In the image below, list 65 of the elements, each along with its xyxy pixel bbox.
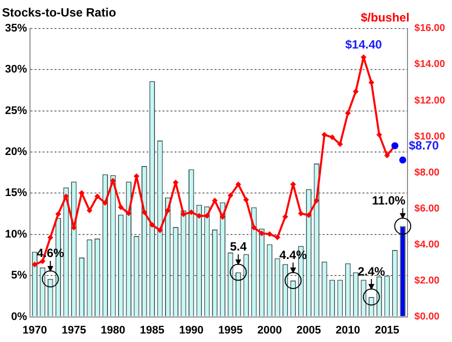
data-label: $14.40 [345,38,382,52]
point [180,211,186,218]
point [329,134,336,140]
point [345,110,351,116]
y-tick-label: 0% [11,310,28,323]
point [282,214,288,220]
y2-tick-label: $2.00 [414,276,440,286]
point [149,222,156,228]
x-tick-label: 2015 [374,324,400,336]
y2-tick-label: $14.00 [414,59,446,70]
point [235,181,242,188]
point [228,192,234,198]
y-tick-label: 5% [11,270,28,282]
point [126,210,132,216]
y2-tick-label: $4.00 [414,239,440,250]
x-tick-label: 1995 [218,324,243,336]
y-tick-label: 30% [4,64,28,76]
x-tick-label: 2000 [257,324,282,336]
point [55,211,62,217]
point [399,156,406,164]
point [251,224,257,230]
y2-tick-label: $8.00 [414,167,440,178]
point [48,234,54,240]
point [118,204,124,210]
point [384,152,390,158]
y-tick-label: 10% [4,228,28,240]
data-label: 11.0% [372,193,406,208]
y2-tick-label: $16.00 [414,23,446,34]
y2-tick-label: $10.00 [414,131,446,142]
chart-title: Stocks-to-Use Ratio [2,6,116,20]
x-tick-label: 1970 [22,324,47,336]
point [141,209,148,216]
point [196,213,202,219]
x-tick-label: 2010 [336,324,360,336]
x-tick-label: 1980 [100,324,126,336]
y-tick-label: 20% [4,146,28,158]
point [102,200,108,206]
point [157,227,163,234]
point [376,132,382,138]
point [32,262,38,268]
y-tick-label: 35% [4,22,28,34]
point [94,194,100,200]
x-tick-label: 1975 [62,324,86,336]
point [352,88,359,94]
point [86,208,92,214]
point [243,196,249,203]
point [164,208,171,214]
point [188,209,194,216]
point [337,141,343,147]
data-label: 5.4 [230,240,247,254]
y2-tick-label: $0.00 [414,312,440,323]
y2-tick-label: $12.00 [414,95,446,106]
x-tick-label: 1990 [179,324,204,336]
data-label: 2.4% [358,264,386,278]
x-tick-label: 2005 [296,324,321,336]
y-tick-label: 15% [4,187,28,200]
point [220,214,226,220]
point [266,231,272,237]
point [368,80,374,86]
point [274,234,280,240]
y2-axis-title: $/bushel [360,10,410,25]
x-tick-label: 1985 [140,324,164,336]
y2-tick-label: $6.00 [414,203,440,214]
point [212,198,218,204]
y-tick-label: 25% [4,104,28,117]
